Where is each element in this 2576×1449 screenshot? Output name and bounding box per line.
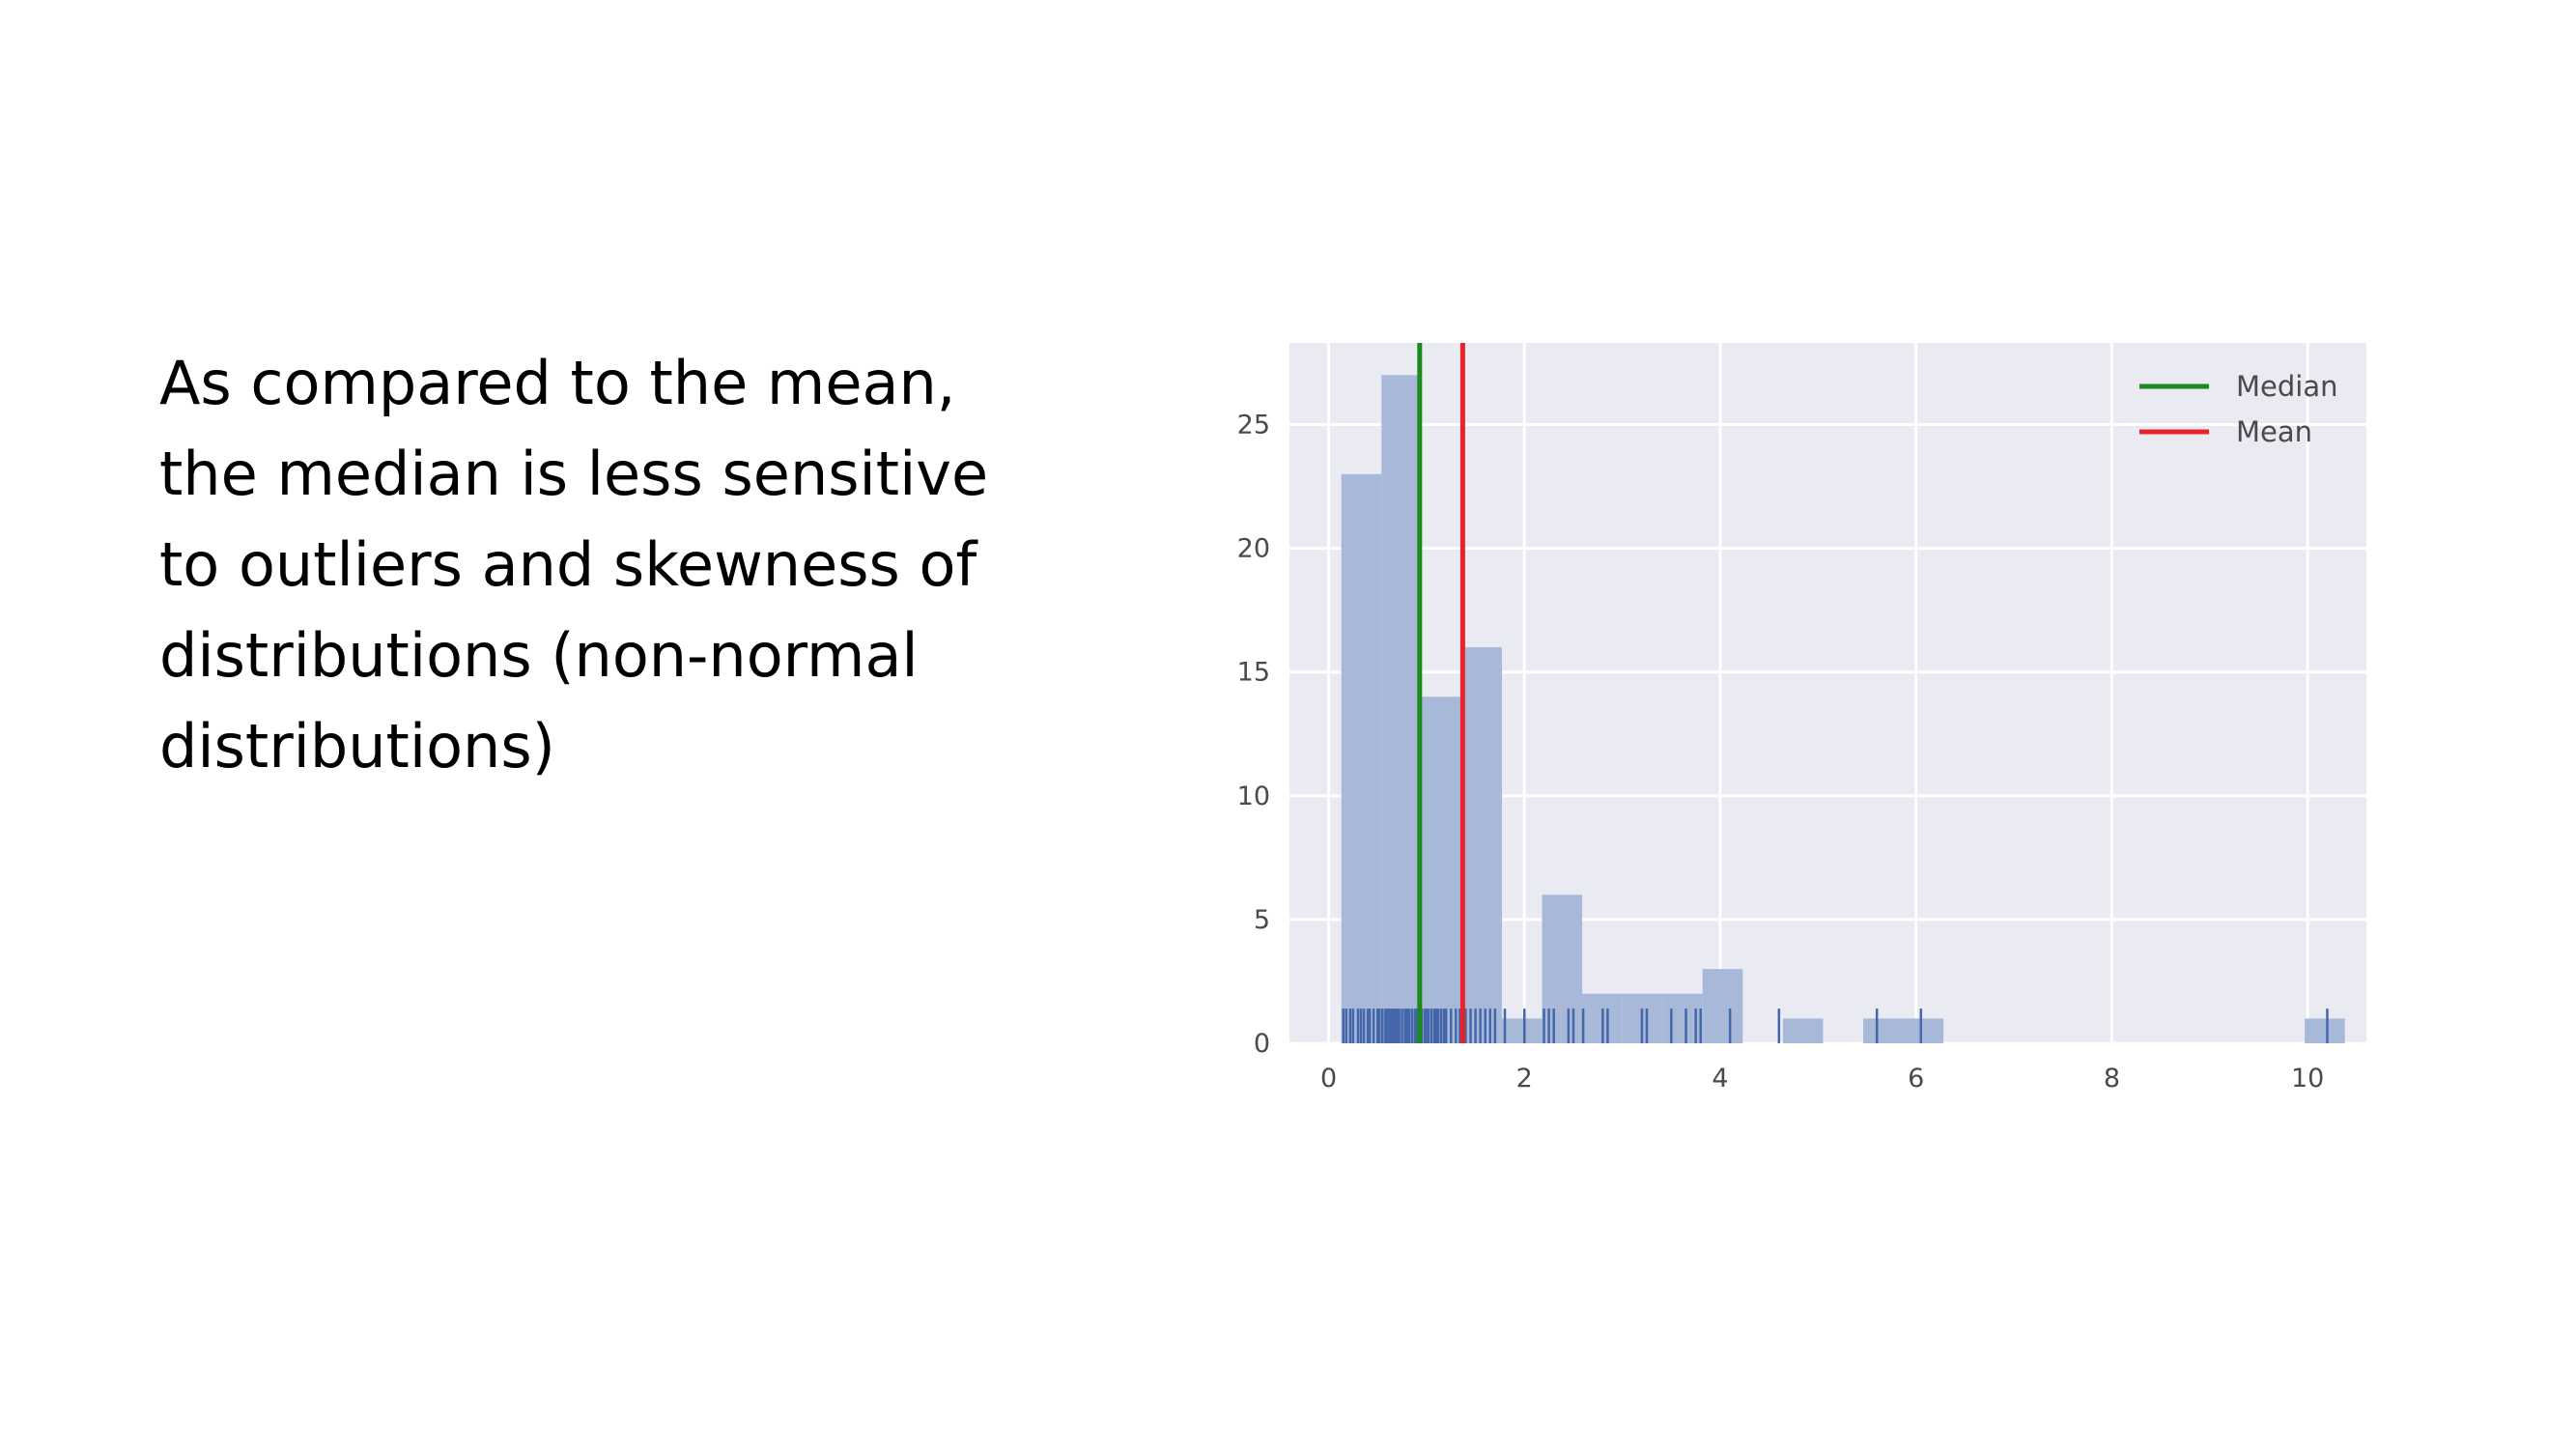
text-line: distributions (non-normal	[159, 620, 919, 691]
x-tick-label: 10	[2291, 1064, 2324, 1094]
histogram-bar	[1862, 1018, 1904, 1043]
text-line: As compared to the mean,	[159, 348, 956, 418]
y-tick-label: 25	[1237, 411, 1270, 440]
text-line: the median is less sensitive	[159, 439, 989, 509]
histogram-bar	[1461, 647, 1502, 1043]
x-tick-label: 0	[1320, 1064, 1337, 1094]
legend-label-mean: Mean	[2236, 415, 2312, 448]
y-tick-label: 20	[1237, 534, 1270, 564]
histogram-bar	[1903, 1018, 1944, 1043]
y-tick-label: 15	[1237, 658, 1270, 688]
legend-label-median: Median	[2236, 370, 2337, 403]
slide-body-text: As compared to the mean, the median is l…	[159, 338, 1029, 792]
histogram-bar	[1702, 969, 1743, 1043]
histogram-chart: 0 2 4 6 8 10 0 5 10 15 20 25 Median Mean	[1237, 343, 2366, 1094]
x-tick-label: 2	[1516, 1064, 1533, 1094]
histogram-bar	[1421, 696, 1462, 1043]
y-tick-label: 5	[1254, 905, 1270, 935]
text-line: to outliers and skewness of	[159, 529, 977, 600]
histogram-bar	[1782, 1018, 1824, 1043]
x-tick-label: 6	[1908, 1064, 1924, 1094]
histogram-bar	[1501, 1018, 1543, 1043]
text-line: distributions)	[159, 711, 555, 781]
histogram-bar	[2305, 1018, 2345, 1043]
x-tick-label: 8	[2104, 1064, 2120, 1094]
x-tick-label: 4	[1712, 1064, 1728, 1094]
y-tick-label: 0	[1254, 1029, 1270, 1059]
histogram-bar	[1381, 375, 1422, 1043]
y-tick-label: 10	[1237, 781, 1270, 811]
histogram-bar	[1341, 473, 1382, 1043]
